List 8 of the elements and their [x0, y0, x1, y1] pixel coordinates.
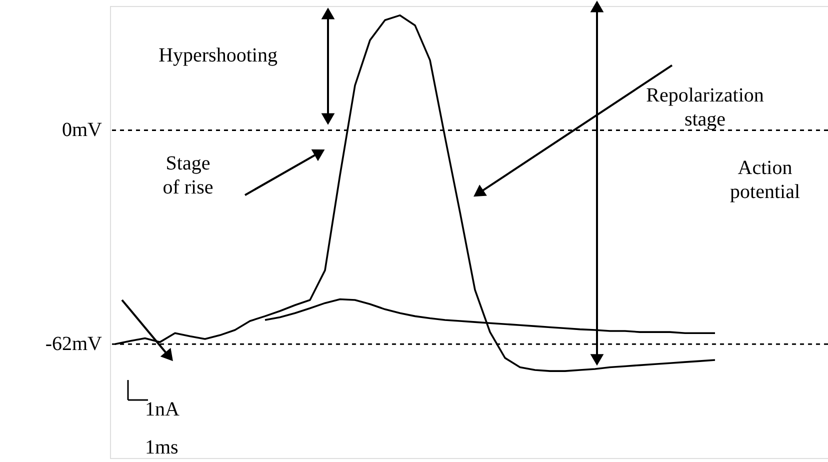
text: Action potential	[730, 157, 800, 204]
y-tick-label: -62mV	[45, 333, 103, 356]
annotation: Stage of rise	[162, 152, 214, 198]
annotation: 1ms	[145, 436, 179, 459]
annotation: 1nA	[145, 398, 180, 421]
y-tick-label: 0mV	[62, 119, 103, 142]
annotation: Repolarization stage	[646, 84, 764, 131]
annotation: Hypershooting	[158, 44, 278, 66]
